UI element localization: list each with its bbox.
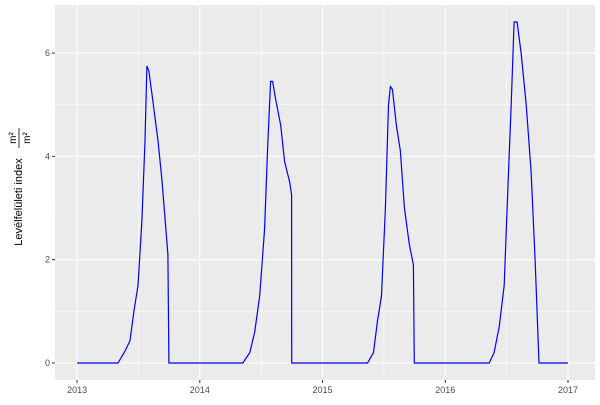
y-axis-label: Levélfelületi index [13, 158, 25, 246]
y-axis-title: Levélfelületi index m² m² [8, 128, 33, 246]
x-tick-label: 2016 [435, 385, 455, 395]
y-tick-label: 2 [45, 255, 50, 265]
y-unit-denominator: m² [22, 132, 33, 144]
x-tick-label: 2015 [313, 385, 333, 395]
plot-panel [55, 5, 595, 380]
y-tick-label: 6 [45, 48, 50, 58]
axis-ticks: 2013 2014 2015 2016 2017 0 2 4 6 [45, 48, 578, 395]
y-unit-numerator: m² [8, 132, 19, 144]
y-tick-label: 4 [45, 151, 50, 161]
x-tick-label: 2013 [67, 385, 87, 395]
x-tick-label: 2014 [190, 385, 210, 395]
x-tick-label: 2017 [558, 385, 578, 395]
y-tick-label: 0 [45, 358, 50, 368]
series-line [77, 21, 568, 364]
